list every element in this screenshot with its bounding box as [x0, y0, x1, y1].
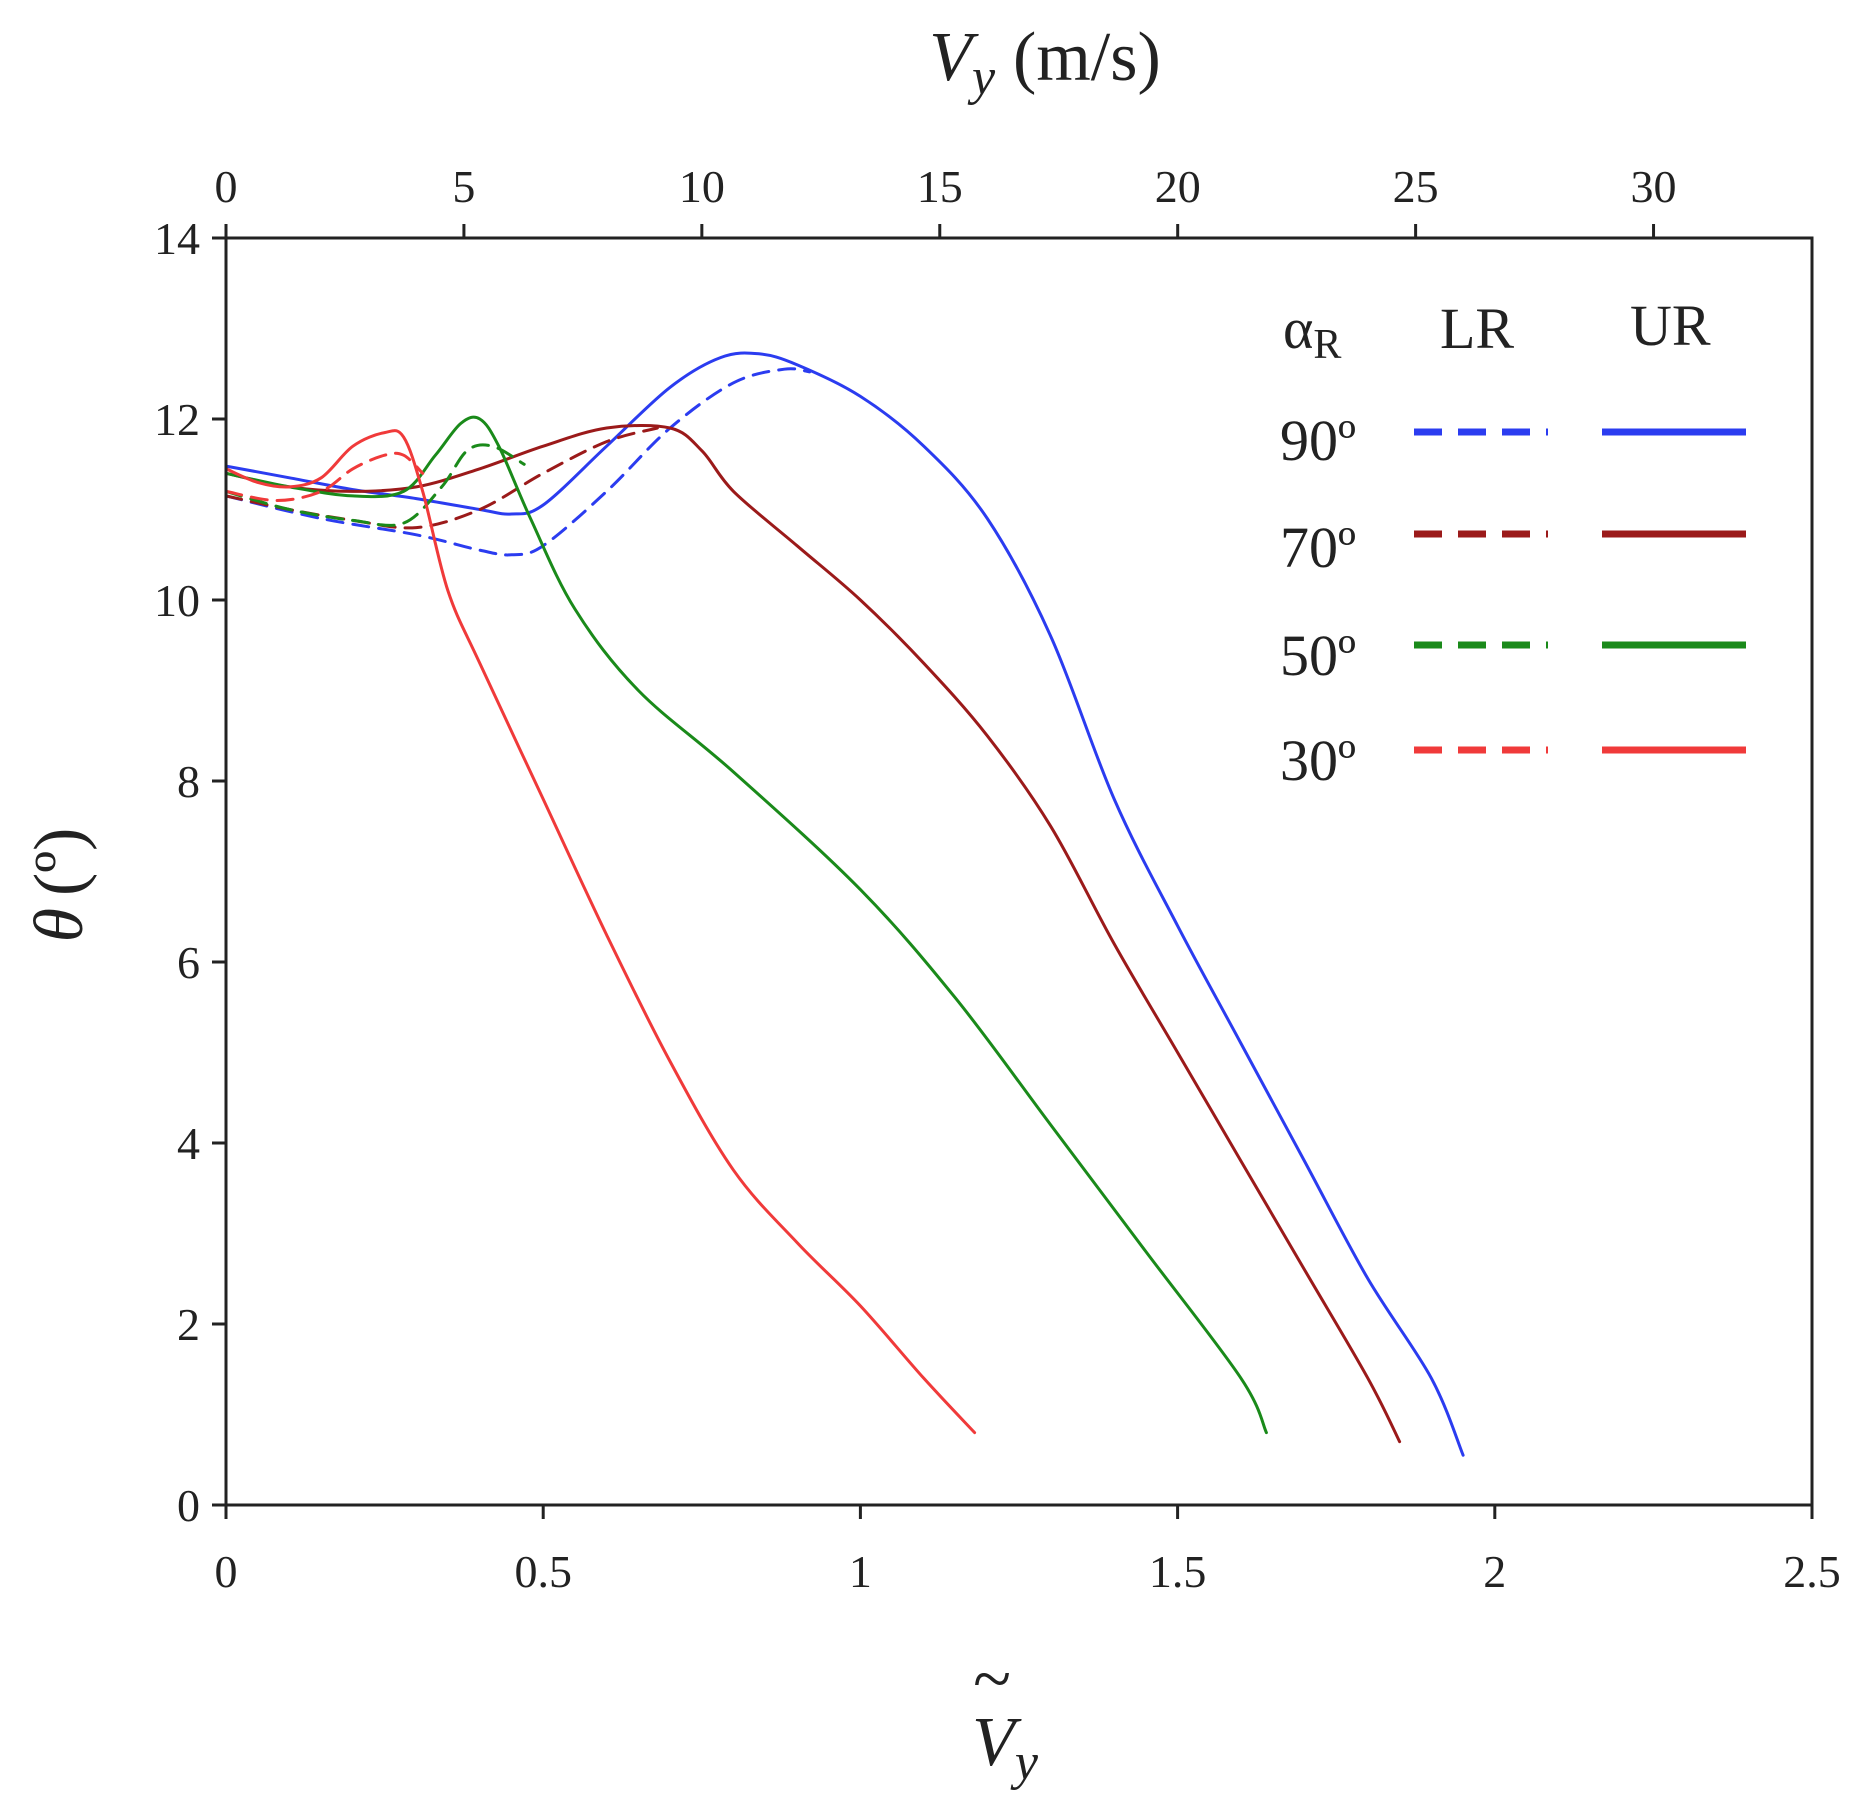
- y-axis-title: θ (º): [21, 828, 98, 943]
- x2-tick-label: 25: [1393, 161, 1439, 212]
- legend-header-alpha-symbol: α: [1283, 296, 1313, 361]
- x2-axis-title-unit: (m/s): [1013, 19, 1161, 96]
- y-axis-title-symbol: θ: [21, 908, 98, 942]
- x2-tick-label: 0: [215, 161, 238, 212]
- x2-axis-title-subscript: y: [967, 49, 996, 106]
- legend-row-90: 90º: [1280, 408, 1356, 473]
- y-tick-label: 12: [154, 394, 200, 445]
- legend: αR LR UR 90º 70º 50º 30º: [1280, 293, 1746, 793]
- legend-header-ur: UR: [1630, 293, 1711, 358]
- x-axis-top: 0 5 10 15 20 25 30: [215, 161, 1677, 238]
- y-tick-label: 0: [177, 1480, 200, 1531]
- x2-tick-label: 20: [1155, 161, 1201, 212]
- x-axis-title-subscript: y: [1010, 1734, 1039, 1791]
- series-line-70-ur: [224, 423, 1402, 1444]
- legend-row-70: 70º: [1280, 515, 1356, 580]
- x-tick-label: 0: [215, 1546, 238, 1597]
- x-tick-label: 2: [1483, 1546, 1506, 1597]
- plot-frame: [224, 236, 1814, 1507]
- x-axis-title-symbol: V: [972, 1704, 1022, 1781]
- x2-tick-label: 15: [917, 161, 963, 212]
- y-tick-label: 8: [177, 756, 200, 807]
- y-axis-title-unit: (º): [21, 828, 98, 896]
- legend-header-alpha-subscript: R: [1313, 322, 1341, 368]
- series-line-50-lr: [224, 443, 526, 527]
- legend-header-lr: LR: [1440, 296, 1514, 361]
- x-axis-title: Vy: [972, 1704, 1039, 1791]
- x-tick-label: 0.5: [514, 1546, 572, 1597]
- y-tick-label: 6: [177, 937, 200, 988]
- legend-row-30: 30º: [1280, 728, 1356, 793]
- x2-axis-title: Vy (m/s): [929, 19, 1161, 106]
- y-tick-label: 14: [154, 213, 200, 264]
- x2-tick-label: 5: [452, 161, 475, 212]
- x2-tick-label: 30: [1631, 161, 1677, 212]
- x-tick-label: 1.5: [1149, 1546, 1207, 1597]
- series-line-70-lr: [224, 426, 659, 530]
- x2-tick-label: 10: [679, 161, 725, 212]
- legend-row-50: 50º: [1280, 623, 1356, 688]
- y-tick-label: 4: [177, 1118, 200, 1169]
- x-axis-bottom: 0 0.5 1 1.5 2 2.5: [215, 1505, 1841, 1597]
- x-tick-label: 2.5: [1783, 1546, 1841, 1597]
- x-axis-title-tilde: ~: [973, 1641, 1011, 1718]
- series-line-90-lr: [224, 367, 812, 557]
- series-line-30-lr: [224, 451, 425, 502]
- legend-header-alpha: αR: [1283, 296, 1341, 368]
- x-tick-label: 1: [849, 1546, 872, 1597]
- series-line-30-ur: [224, 429, 977, 1435]
- series-line-50-ur: [224, 415, 1268, 1435]
- y-tick-label: 10: [154, 575, 200, 626]
- y-axis-left: 0 2 4 6 8 10 12 14: [154, 213, 226, 1531]
- legend-rows: 90º 70º 50º 30º: [1280, 408, 1746, 793]
- series-layer: [224, 351, 1465, 1457]
- y-tick-label: 2: [177, 1299, 200, 1350]
- x2-axis-title-symbol: V: [929, 19, 979, 96]
